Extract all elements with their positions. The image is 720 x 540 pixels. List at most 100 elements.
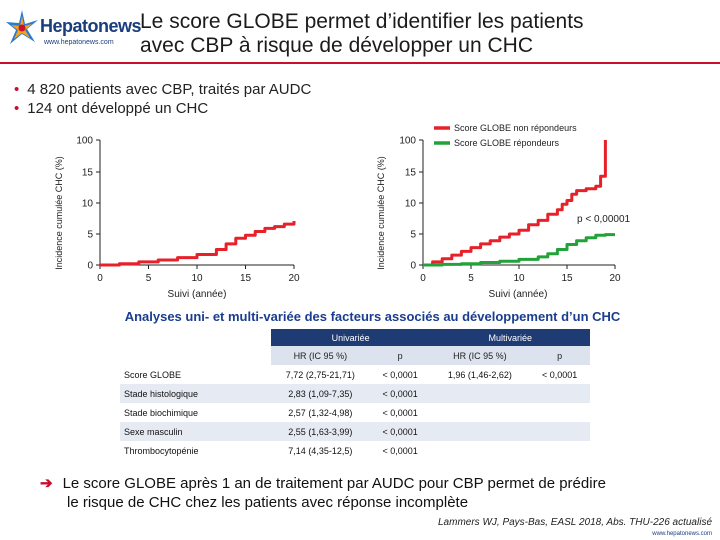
x-tick-label: 20	[288, 273, 300, 284]
chart-legend: Score GLOBE non répondeurs Score GLOBE r…	[434, 123, 577, 148]
y-axis-label: Incidence cumulée CHC (%)	[376, 156, 386, 270]
arrow-right-icon: ➔	[40, 475, 53, 492]
y-tick-labels: 0 5 10 15 100	[76, 136, 100, 272]
chart-overall: Incidence cumulée CHC (%) 0 5 10 15 100 0 5 10…	[54, 136, 300, 301]
x-axis-label: Suivi (année)	[168, 289, 227, 300]
uni-p-cell: < 0,0001	[382, 407, 418, 418]
col-multi-hr: HR (IC 95 %)	[430, 346, 530, 365]
uni-hr-cell: 7,14 (4,35-12,5)	[288, 445, 353, 456]
col-uni-hr: HR (IC 95 %)	[270, 346, 370, 365]
uni-hr-cell: 2,83 (1,09-7,35)	[270, 384, 370, 403]
row-label: Stade biochimique	[124, 407, 199, 418]
conclusion-line-1: ➔ Le score GLOBE après 1 an de traitement…	[40, 474, 680, 493]
series-group	[100, 221, 296, 267]
key-facts: • 4 820 patients avec CBP, traités par AU…	[14, 80, 311, 118]
multi-hr-cell	[430, 441, 529, 460]
title-divider	[0, 62, 720, 64]
table-row: Sexe masculin 2,55 (1,63-3,99) < 0,0001	[120, 422, 590, 441]
x-tick-label: 10	[191, 273, 203, 284]
multi-hr-cell	[430, 422, 530, 441]
uni-p-cell: < 0,0001	[369, 384, 431, 403]
conclusion-text-1: Le score GLOBE après 1 an de traitement …	[62, 475, 606, 492]
table-row: Stade biochimique 2,57 (1,32-4,98) < 0,0…	[120, 403, 590, 422]
y-tick-label: 5	[410, 230, 416, 241]
uni-hr-cell: 2,55 (1,63-3,99)	[270, 422, 370, 441]
row-label: Stade histologique	[120, 384, 271, 403]
x-tick-labels: 0 5 10 15 20	[97, 265, 300, 284]
hepatonews-logo[interactable]: Hepatonews www.hepatonews.com	[4, 8, 142, 50]
logo-name: Hepatonews	[40, 16, 142, 36]
header-multivariee: Multivariée	[430, 329, 590, 346]
table-group-header: Univariée Multivariée	[120, 329, 590, 346]
table-row: Thrombocytopénie 7,14 (4,35-12,5) < 0,00…	[120, 441, 590, 460]
y-tick-label: 100	[399, 136, 416, 147]
conclusion-text-2: le risque de CHC chez les patients avec …	[67, 494, 469, 511]
x-tick-label: 15	[561, 273, 573, 284]
x-tick-label: 10	[513, 273, 525, 284]
col-multi-p: p	[529, 346, 590, 365]
table-column-header: HR (IC 95 %) p HR (IC 95 %) p	[120, 346, 590, 365]
x-tick-label: 15	[240, 273, 252, 284]
footer-url[interactable]: www.hepatonews.com	[652, 531, 712, 537]
x-tick-label: 0	[420, 273, 426, 284]
y-tick-label: 100	[76, 136, 93, 147]
multi-hr-cell	[430, 403, 529, 422]
series-line-ensemble	[100, 221, 296, 267]
bullet-text: 124 ont développé un CHC	[27, 100, 209, 117]
bullet-dot-icon: •	[14, 100, 20, 117]
page-title: Le score GLOBE permet d’identifier les p…	[140, 10, 715, 58]
y-tick-label: 10	[405, 199, 417, 210]
analyses-title: Analyses uni- et multi-variée des facteu…	[124, 309, 621, 324]
reference-citation: Lammers WJ, Pays-Bas, EASL 2018, Abs. TH…	[438, 517, 712, 528]
row-label: Thrombocytopénie	[124, 445, 199, 456]
logo-star-icon	[6, 10, 38, 44]
chart-globe-response: Incidence cumulée CHC (%) 0 5 10 15 100 0 5 10…	[376, 123, 631, 300]
x-tick-label: 20	[609, 273, 621, 284]
y-tick-label: 0	[87, 261, 93, 272]
col-uni-p: p	[369, 346, 431, 365]
series-group	[423, 140, 615, 267]
y-tick-label: 15	[405, 168, 417, 179]
bullet-item: • 4 820 patients avec CBP, traités par AU…	[14, 80, 311, 99]
series-line-score-globe-non-r-pondeurs	[423, 140, 607, 267]
header-empty-cell	[120, 346, 271, 365]
y-tick-labels: 0 5 10 15 100	[399, 136, 423, 272]
y-axis-label: Incidence cumulée CHC (%)	[54, 156, 64, 270]
uni-p-cell: < 0,0001	[382, 445, 418, 456]
bullet-item: • 124 ont développé un CHC	[14, 99, 311, 118]
multi-p-cell	[529, 441, 590, 460]
multi-p-cell: < 0,0001	[542, 369, 578, 380]
title-line-1: Le score GLOBE permet d’identifier les p…	[140, 10, 584, 33]
uni-p-cell: < 0,0001	[382, 369, 418, 380]
chart-axes	[99, 140, 294, 266]
logo-url: www.hepatonews.com	[44, 39, 114, 46]
x-tick-label: 0	[97, 273, 103, 284]
table-row: Stade histologique 2,83 (1,09-7,35) < 0,…	[120, 384, 590, 403]
x-tick-label: 5	[146, 273, 152, 284]
uni-hr-cell: 7,72 (2,75-21,71)	[285, 369, 355, 380]
x-tick-label: 5	[468, 273, 474, 284]
multi-p-cell	[529, 422, 590, 441]
row-label: Sexe masculin	[120, 422, 271, 441]
table-row: Score GLOBE 7,72 (2,75-21,71) < 0,0001 1…	[120, 365, 590, 384]
conclusion: ➔ Le score GLOBE après 1 an de traitement…	[40, 474, 680, 512]
p-value-annotation: p < 0,00001	[577, 214, 631, 225]
title-line-2: avec CBP à risque de développer un CHC	[140, 34, 534, 57]
chart-axes	[422, 140, 615, 266]
multi-hr-cell	[430, 384, 530, 403]
legend-label-non-repondeurs: Score GLOBE non répondeurs	[454, 123, 577, 133]
bullet-text: 4 820 patients avec CBP, traités par AUD…	[27, 81, 312, 98]
uni-p-cell: < 0,0001	[369, 422, 431, 441]
series-line-score-globe-r-pondeurs	[423, 233, 615, 267]
legend-label-repondeurs: Score GLOBE répondeurs	[454, 138, 560, 148]
results-table: Univariée Multivariée HR (IC 95 %) p HR …	[120, 329, 590, 460]
uni-hr-cell: 2,57 (1,32-4,98)	[288, 407, 353, 418]
multi-p-cell	[529, 384, 590, 403]
multi-hr-cell: 1,96 (1,46-2,62)	[447, 369, 512, 380]
x-tick-labels: 0 5 10 15 20	[420, 265, 621, 284]
y-tick-label: 10	[82, 199, 94, 210]
row-label: Score GLOBE	[124, 369, 182, 380]
y-tick-label: 5	[87, 230, 93, 241]
header-empty-cell	[120, 329, 271, 346]
header-univariee: Univariée	[270, 329, 431, 346]
